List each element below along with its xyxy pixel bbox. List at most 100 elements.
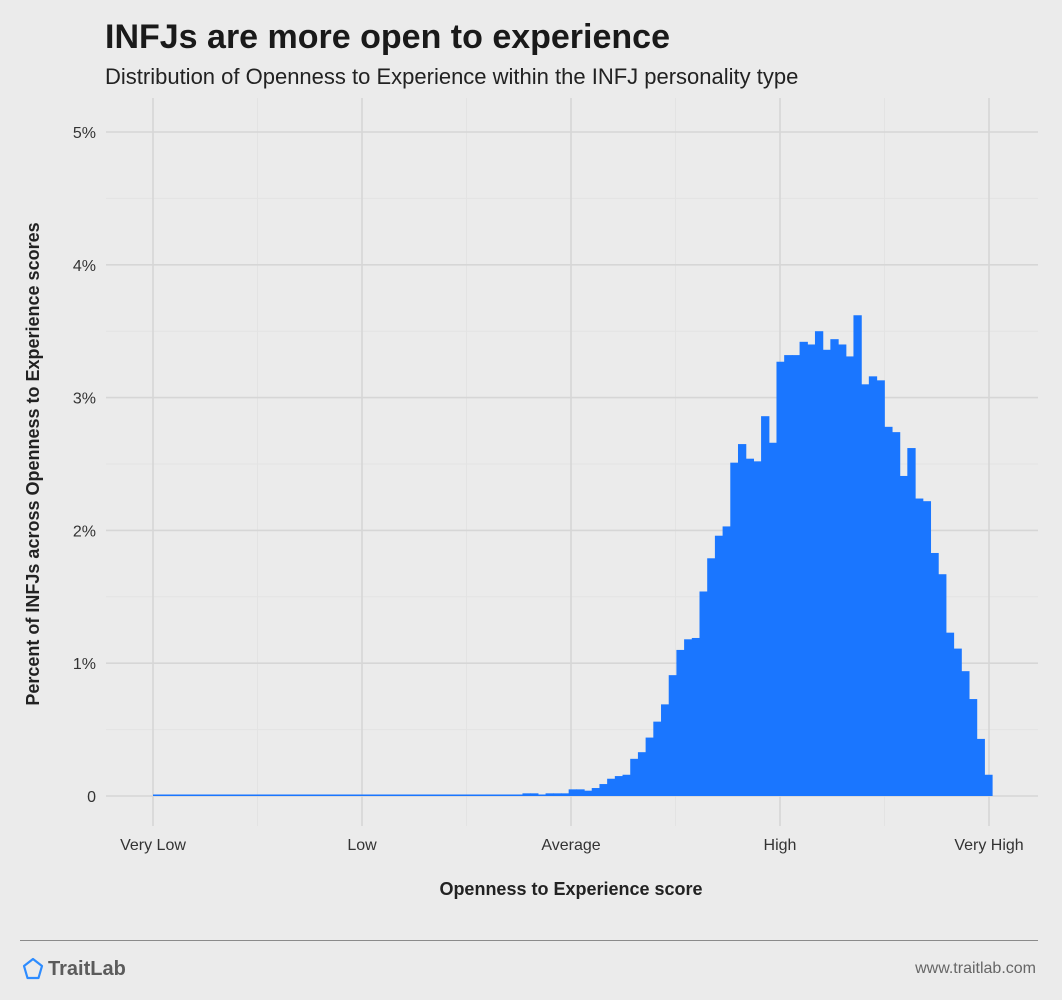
x-tick-label: High bbox=[764, 837, 797, 854]
brand-name: TraitLab bbox=[48, 957, 126, 980]
histogram-bar bbox=[753, 461, 762, 796]
y-tick-label: 4% bbox=[73, 258, 96, 275]
y-tick-label: 0 bbox=[87, 789, 96, 806]
histogram-bar bbox=[445, 794, 454, 796]
histogram-bar bbox=[560, 793, 570, 796]
histogram-bar bbox=[214, 794, 223, 796]
histogram-bar bbox=[745, 458, 754, 796]
histogram-bar bbox=[268, 794, 277, 796]
histogram-bar bbox=[491, 794, 500, 796]
histogram-bar bbox=[976, 738, 985, 796]
histogram-bar bbox=[337, 794, 347, 796]
pentagon-icon bbox=[22, 957, 44, 980]
histogram-bar bbox=[368, 794, 377, 796]
histogram-bar bbox=[799, 341, 808, 796]
chart-subtitle: Distribution of Openness to Experience w… bbox=[105, 64, 799, 89]
histogram-bar bbox=[183, 794, 193, 796]
histogram-bar bbox=[453, 794, 462, 796]
chart-title: INFJs are more open to experience bbox=[105, 18, 670, 56]
histogram-bar bbox=[768, 442, 778, 796]
histogram-bar bbox=[622, 774, 631, 796]
histogram-bar bbox=[730, 462, 739, 796]
histogram-bar bbox=[299, 794, 308, 796]
histogram-bar bbox=[915, 498, 924, 796]
histogram-bar bbox=[407, 794, 416, 796]
histogram-bar bbox=[884, 426, 893, 796]
y-tick-label: 2% bbox=[73, 523, 96, 540]
histogram-bar bbox=[922, 501, 932, 796]
histogram-bar bbox=[814, 331, 824, 796]
x-axis-label: Openness to Experience score bbox=[439, 879, 702, 899]
site-url[interactable]: www.traitlab.com bbox=[915, 960, 1036, 977]
y-tick-label: 5% bbox=[73, 125, 96, 142]
histogram-bar bbox=[907, 448, 916, 796]
histogram-bar bbox=[637, 752, 647, 796]
x-tick-label: Average bbox=[541, 837, 600, 854]
histogram-bar bbox=[291, 794, 300, 796]
histogram-bar bbox=[545, 793, 554, 796]
histogram-bar bbox=[830, 339, 839, 796]
histogram-bar bbox=[699, 591, 708, 796]
histogram-bar bbox=[160, 794, 169, 796]
histogram-bar bbox=[322, 794, 331, 796]
histogram-bar bbox=[353, 794, 362, 796]
histogram-bar bbox=[691, 637, 701, 796]
histogram-bar bbox=[314, 794, 323, 796]
histogram-bar bbox=[614, 776, 624, 796]
x-tick-label: Very Low bbox=[120, 837, 186, 854]
histogram-bar bbox=[661, 704, 670, 796]
histogram-bar bbox=[476, 794, 485, 796]
histogram-bar bbox=[838, 344, 847, 796]
histogram-bar bbox=[630, 758, 639, 796]
histogram-bar bbox=[222, 794, 231, 796]
histogram-bar bbox=[245, 794, 254, 796]
histogram-bar bbox=[576, 789, 585, 796]
histogram-bar bbox=[645, 737, 654, 796]
histogram-bar bbox=[345, 794, 354, 796]
y-axis-label: Percent of INFJs across Openness to Expe… bbox=[23, 222, 43, 705]
histogram-bar bbox=[568, 789, 577, 796]
histogram-bar bbox=[237, 794, 246, 796]
footer-divider bbox=[20, 940, 1038, 941]
histogram-bar bbox=[430, 794, 439, 796]
histogram-bar bbox=[206, 794, 216, 796]
histogram-bar bbox=[199, 794, 208, 796]
histogram-bar bbox=[945, 632, 955, 796]
histogram-bar bbox=[191, 794, 200, 796]
histogram-bar bbox=[376, 794, 385, 796]
histogram-bar bbox=[953, 648, 962, 796]
histogram-bar bbox=[599, 784, 608, 796]
histogram-bar bbox=[468, 794, 477, 796]
y-tick-label: 3% bbox=[73, 391, 96, 408]
histogram-bar bbox=[653, 721, 662, 796]
histogram-bar bbox=[153, 794, 162, 796]
histogram-bar bbox=[283, 794, 293, 796]
histogram-bar bbox=[553, 793, 562, 796]
histogram-bar bbox=[845, 356, 855, 796]
histogram-bar bbox=[891, 432, 901, 796]
x-tick-label: Very High bbox=[954, 837, 1023, 854]
histogram-bar bbox=[229, 794, 239, 796]
histogram-bar bbox=[861, 384, 870, 796]
histogram-bar bbox=[968, 699, 978, 796]
histogram-bar bbox=[176, 794, 185, 796]
histogram-bar bbox=[460, 794, 470, 796]
histogram-bar bbox=[876, 380, 885, 796]
histogram-bar bbox=[260, 794, 270, 796]
histogram-bar bbox=[422, 794, 431, 796]
histogram-bar bbox=[391, 794, 400, 796]
histogram-bar bbox=[984, 774, 993, 796]
histogram-bar bbox=[514, 794, 524, 796]
histogram-bar bbox=[276, 794, 285, 796]
histogram-bar bbox=[737, 444, 747, 796]
histogram-bar bbox=[722, 526, 731, 796]
x-tick-label: Low bbox=[347, 837, 377, 854]
histogram-bar bbox=[676, 649, 685, 796]
y-tick-label: 1% bbox=[73, 656, 96, 673]
histogram-bar bbox=[961, 671, 970, 796]
histogram-bar bbox=[868, 376, 878, 796]
histogram-bar bbox=[399, 794, 408, 796]
histogram-bar bbox=[360, 794, 370, 796]
histogram-bar bbox=[330, 794, 339, 796]
histogram-bar bbox=[537, 794, 547, 796]
